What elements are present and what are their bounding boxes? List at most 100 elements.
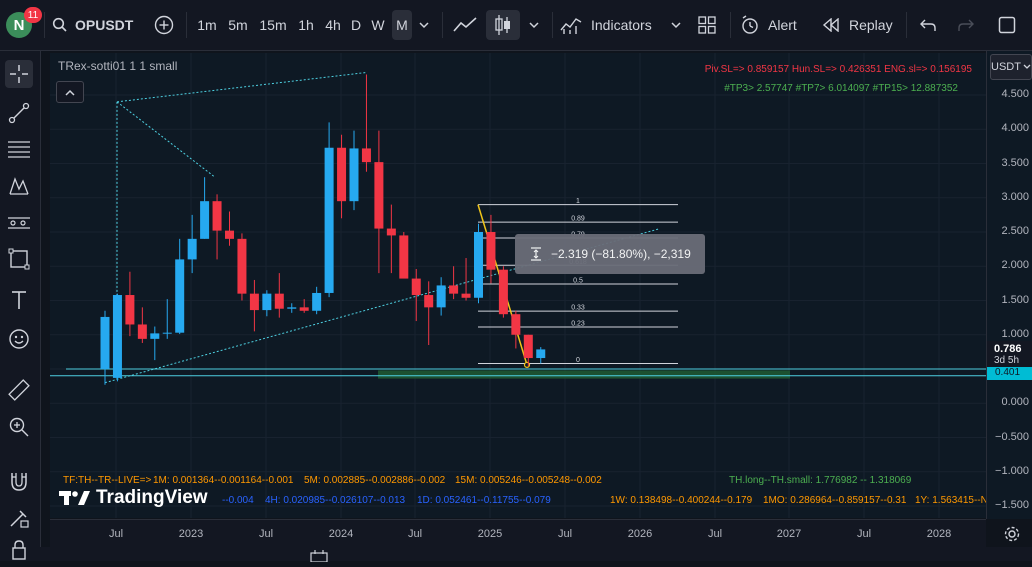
top-toolbar: N 11 OPUSDT 1m 5m 15m 1h 4h D W M Indica…	[0, 0, 1032, 51]
interval-m[interactable]: M	[392, 10, 412, 40]
crosshair-tool[interactable]	[5, 60, 33, 88]
countdown-label: 3d 5h	[994, 355, 1020, 366]
currency-selector[interactable]: USDT	[990, 54, 1032, 80]
zoom-in-tool[interactable]	[5, 413, 33, 441]
measure-tool[interactable]	[5, 376, 33, 404]
text-tool[interactable]	[5, 286, 33, 314]
price-axis[interactable]: USDT 4.500 4.000 3.500 3.000 2.500 2.000 1.500…	[986, 51, 1032, 542]
gear-icon	[1004, 526, 1020, 542]
trend-line-tool[interactable]	[5, 99, 33, 127]
price-tick-label: −1.000	[995, 464, 1029, 477]
time-tick-label: 2024	[328, 528, 354, 540]
undo-button[interactable]	[916, 10, 940, 40]
time-axis[interactable]: Jul 2023 Jul 2024 Jul 2025 Jul 2026 Jul 2027 Jul 20…	[50, 519, 986, 548]
symbol-name: OPUSDT	[75, 17, 134, 33]
redo-button[interactable]	[954, 10, 978, 40]
tf-5m-value: 5M: 0.002885--0.002886--0.002	[304, 475, 446, 486]
square-frame-icon	[998, 16, 1016, 34]
interval-1m[interactable]: 1m	[197, 17, 217, 33]
interval-5m[interactable]: 5m	[228, 17, 248, 33]
price-chart-svg[interactable]: 10.890.790.6180.50.330.230	[50, 53, 986, 518]
interval-4h[interactable]: 4h	[325, 17, 341, 33]
emoji-tool[interactable]	[5, 325, 33, 353]
divider	[44, 12, 45, 38]
prediction-tool[interactable]	[5, 209, 33, 237]
measure-tooltip-text: −2.319 (−81.80%), −2,319	[551, 247, 691, 261]
candle-body	[523, 334, 533, 359]
height-measure-icon	[531, 247, 541, 261]
redo-icon	[958, 19, 974, 31]
axis-settings-button[interactable]	[1003, 525, 1023, 545]
price-tick-label: 3.500	[1001, 156, 1029, 169]
time-tick-label: Jul	[258, 528, 274, 540]
date-range-button[interactable]	[310, 549, 328, 567]
chart-type-dropdown[interactable]	[524, 10, 544, 40]
lock-drawing-tool[interactable]	[5, 504, 33, 532]
candle-body	[150, 333, 160, 339]
divider	[442, 12, 443, 38]
candle-body	[474, 232, 483, 298]
text-icon	[12, 291, 26, 309]
divider	[552, 12, 553, 38]
interval-d[interactable]: D	[350, 17, 362, 33]
th-summary: TH.long--TH.small: 1.776982 -- 1.318069	[729, 475, 912, 486]
tradingview-logo[interactable]: TradingView	[59, 487, 208, 509]
compare-symbol-button[interactable]	[150, 10, 178, 40]
alert-button[interactable]: Alert	[740, 10, 806, 40]
chevron-down-icon	[529, 22, 539, 29]
time-tick-label: Jul	[407, 528, 423, 540]
alert-label: Alert	[768, 17, 797, 33]
fib-lines-icon	[8, 141, 30, 158]
symbol-search[interactable]: OPUSDT	[52, 10, 144, 40]
interval-1h[interactable]: 1h	[298, 17, 314, 33]
interval-w[interactable]: W	[371, 17, 385, 33]
magnet-tool[interactable]	[5, 468, 33, 496]
line-chart-type-button[interactable]	[448, 10, 482, 40]
candle-body	[187, 238, 197, 260]
replay-button[interactable]: Replay	[822, 10, 896, 40]
candles-chart-type-button[interactable]	[486, 10, 520, 40]
candle-body	[424, 295, 434, 308]
candle-body	[324, 147, 334, 293]
layouts-button[interactable]	[694, 10, 720, 40]
price-tick-label: −1.500	[995, 499, 1029, 511]
price-tick-label: 1.500	[1001, 293, 1029, 306]
trendline-diag	[116, 101, 216, 178]
indicators-button[interactable]: Indicators	[560, 10, 660, 40]
candle-body	[411, 278, 421, 296]
divider	[906, 12, 907, 38]
collapse-legend-button[interactable]	[56, 81, 84, 103]
candle-body	[200, 201, 210, 239]
smiley-icon	[9, 329, 29, 349]
support-zone	[378, 370, 790, 379]
lock-tool[interactable]	[5, 539, 33, 561]
notification-badge: 11	[24, 7, 42, 23]
indicators-dropdown[interactable]	[666, 10, 686, 40]
candles-icon	[495, 15, 510, 35]
currency-label: USDT	[991, 61, 1021, 73]
tf-1d-value: 1D: 0.052461--0.11755--0.079	[417, 495, 551, 506]
indicator-legend-name[interactable]: TRex-sotti01 1 1 small	[58, 59, 178, 73]
pattern-tool[interactable]	[5, 172, 33, 200]
lock-icon	[12, 540, 26, 560]
candle-body	[125, 295, 135, 325]
undo-icon	[920, 19, 936, 31]
price-tick-label: −0.500	[995, 430, 1029, 443]
shapes-tool[interactable]	[5, 245, 33, 273]
tf-1y-value: 1Y: 1.563415--N	[915, 495, 988, 506]
time-tick-label: Jul	[108, 528, 124, 540]
candle-body	[175, 259, 185, 333]
fullscreen-button[interactable]	[994, 10, 1020, 40]
price-tick-label: 4.500	[1001, 88, 1029, 100]
interval-dropdown[interactable]	[414, 10, 434, 40]
candle-body	[137, 324, 147, 339]
fib-retracement-tool[interactable]	[5, 135, 33, 163]
indicators-label: Indicators	[591, 17, 652, 33]
candle-body	[361, 148, 371, 163]
fib-level-label: 0.5	[573, 278, 583, 285]
divider	[730, 12, 731, 38]
interval-15m[interactable]: 15m	[259, 17, 287, 33]
chart-pane[interactable]: 10.890.790.6180.50.330.230 TRex-sotti01 …	[50, 53, 988, 518]
plus-circle-icon	[154, 15, 174, 35]
last-price-label: 0.786	[994, 343, 1022, 355]
